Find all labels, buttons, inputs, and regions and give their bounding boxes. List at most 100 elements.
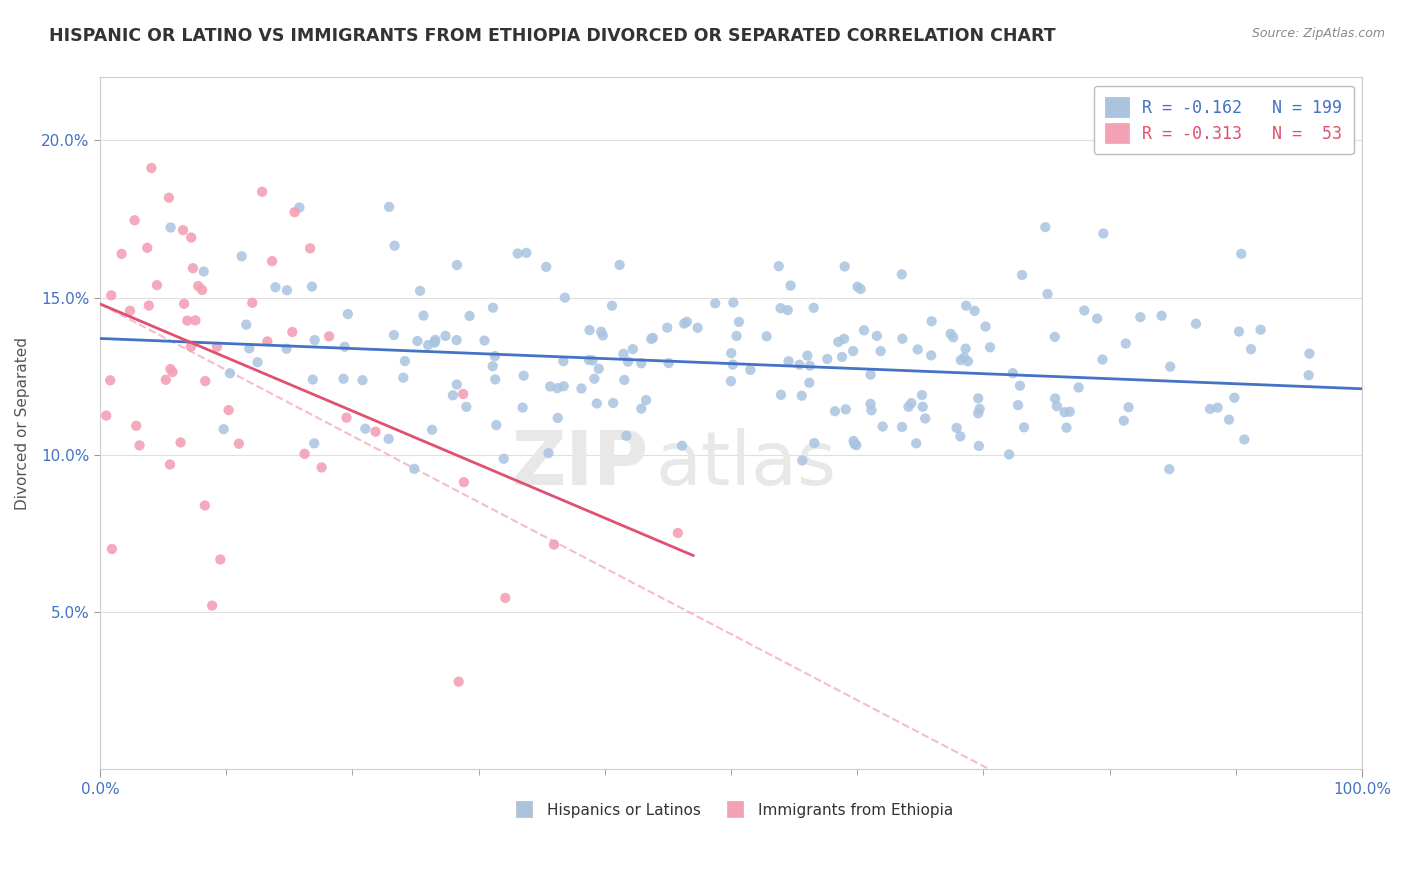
Point bbox=[1053, 405, 1076, 419]
Point bbox=[740, 363, 762, 377]
Point bbox=[920, 348, 942, 362]
Point bbox=[1001, 366, 1024, 380]
Point bbox=[849, 282, 872, 296]
Point bbox=[515, 245, 537, 260]
Point bbox=[1240, 342, 1263, 356]
Point bbox=[311, 460, 333, 475]
Point bbox=[1112, 414, 1135, 428]
Point bbox=[191, 283, 214, 297]
Point bbox=[955, 342, 977, 356]
Point bbox=[673, 317, 696, 331]
Point bbox=[173, 297, 195, 311]
Point bbox=[294, 447, 316, 461]
Point bbox=[704, 296, 727, 310]
Point bbox=[441, 388, 464, 402]
Point bbox=[676, 315, 699, 329]
Point bbox=[666, 526, 689, 541]
Point bbox=[845, 438, 868, 452]
Point bbox=[1129, 310, 1152, 325]
Point bbox=[1035, 220, 1057, 235]
Point bbox=[790, 389, 813, 403]
Point bbox=[969, 401, 991, 416]
Point bbox=[159, 220, 181, 235]
Point bbox=[1199, 401, 1222, 416]
Point bbox=[1118, 400, 1140, 414]
Point bbox=[333, 340, 356, 354]
Point bbox=[453, 475, 475, 490]
Text: atlas: atlas bbox=[655, 428, 837, 501]
Point bbox=[939, 326, 962, 341]
Point bbox=[302, 436, 325, 450]
Point bbox=[1073, 303, 1095, 318]
Point bbox=[299, 241, 322, 255]
Point bbox=[1011, 268, 1033, 282]
Text: HISPANIC OR LATINO VS IMMIGRANTS FROM ETHIOPIA DIVORCED OR SEPARATED CORRELATION: HISPANIC OR LATINO VS IMMIGRANTS FROM ET… bbox=[49, 27, 1056, 45]
Point bbox=[859, 397, 882, 411]
Point bbox=[1007, 398, 1029, 412]
Point bbox=[949, 429, 972, 443]
Point bbox=[621, 342, 644, 356]
Point bbox=[1298, 368, 1320, 383]
Point bbox=[630, 356, 652, 370]
Point bbox=[101, 541, 124, 556]
Point bbox=[409, 284, 432, 298]
Point bbox=[100, 288, 122, 302]
Point bbox=[141, 161, 163, 175]
Point bbox=[318, 329, 340, 343]
Point bbox=[205, 340, 228, 354]
Point bbox=[354, 422, 377, 436]
Point bbox=[169, 435, 191, 450]
Point bbox=[872, 419, 894, 434]
Point bbox=[1092, 227, 1115, 241]
Point bbox=[1059, 405, 1081, 419]
Point bbox=[768, 259, 790, 273]
Point bbox=[512, 368, 534, 383]
Point bbox=[98, 373, 121, 387]
Point bbox=[201, 599, 224, 613]
Point bbox=[911, 388, 934, 402]
Point bbox=[979, 340, 1001, 354]
Point bbox=[451, 387, 474, 401]
Point bbox=[755, 329, 778, 343]
Point bbox=[301, 372, 323, 386]
Point bbox=[238, 342, 260, 356]
Point bbox=[481, 359, 503, 374]
Point bbox=[377, 432, 399, 446]
Point bbox=[1230, 247, 1253, 261]
Point bbox=[446, 333, 468, 347]
Point bbox=[512, 401, 534, 415]
Point bbox=[240, 295, 263, 310]
Point bbox=[799, 376, 821, 390]
Point bbox=[721, 358, 744, 372]
Legend: Hispanics or Latinos, Immigrants from Ethiopia: Hispanics or Latinos, Immigrants from Et… bbox=[503, 797, 959, 824]
Point bbox=[332, 372, 354, 386]
Point bbox=[769, 388, 792, 402]
Point bbox=[614, 429, 637, 443]
Point bbox=[506, 246, 529, 260]
Point bbox=[945, 421, 967, 435]
Point bbox=[907, 343, 929, 357]
Point bbox=[534, 260, 557, 274]
Point bbox=[554, 291, 576, 305]
Point bbox=[262, 254, 284, 268]
Point bbox=[159, 458, 181, 472]
Point bbox=[799, 359, 821, 373]
Point bbox=[1056, 420, 1078, 434]
Point bbox=[172, 223, 194, 237]
Point bbox=[585, 396, 607, 410]
Point bbox=[281, 325, 304, 339]
Point bbox=[446, 377, 468, 392]
Point bbox=[582, 353, 605, 368]
Point bbox=[138, 299, 160, 313]
Point bbox=[155, 373, 177, 387]
Point bbox=[641, 331, 664, 345]
Point bbox=[335, 410, 357, 425]
Point bbox=[456, 400, 478, 414]
Point bbox=[110, 247, 132, 261]
Point bbox=[1085, 311, 1108, 326]
Point bbox=[378, 200, 401, 214]
Point bbox=[209, 552, 232, 566]
Point bbox=[494, 591, 516, 605]
Point bbox=[956, 354, 979, 368]
Text: Source: ZipAtlas.com: Source: ZipAtlas.com bbox=[1251, 27, 1385, 40]
